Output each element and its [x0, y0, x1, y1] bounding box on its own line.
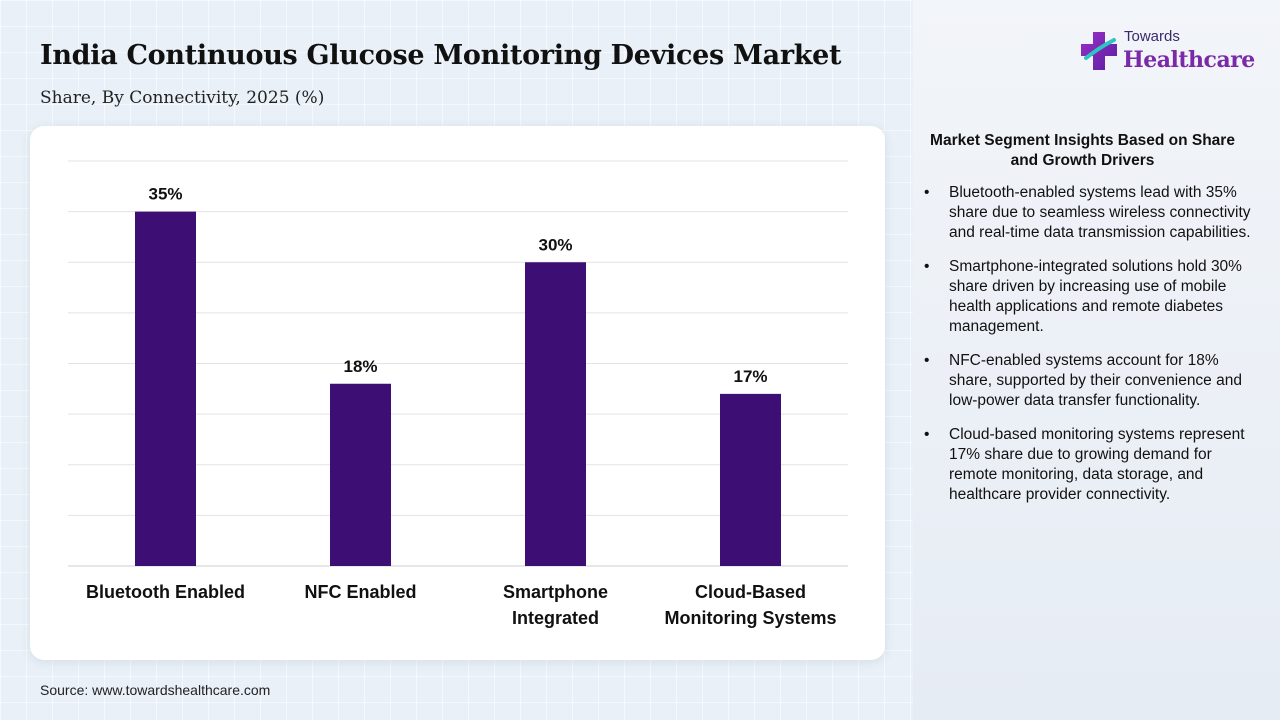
logo-text-small: Towards — [1124, 28, 1180, 45]
bar — [525, 262, 586, 566]
bullet-icon: • — [924, 426, 930, 443]
insight-item: • Smartphone-integrated solutions hold 30… — [922, 257, 1252, 337]
source-note: Source: www.towardshealthcare.com — [40, 682, 271, 698]
insight-text: Cloud-based monitoring systems represent… — [949, 426, 1245, 503]
data-label: 18% — [343, 357, 377, 376]
category-label: Monitoring Systems — [664, 608, 836, 628]
insight-text: NFC-enabled systems account for 18% shar… — [949, 352, 1242, 409]
bar — [720, 393, 781, 566]
bullet-icon: • — [924, 258, 930, 275]
page-subtitle: Share, By Connectivity, 2025 (%) — [40, 88, 325, 108]
chart-card: 35% Bluetooth Enabled 18% NFC Enabled 30% Sma… — [30, 126, 885, 660]
category-label: Cloud-Based — [695, 582, 806, 602]
bullet-icon: • — [924, 184, 930, 201]
chart-area: India Continuous Glucose Monitoring Devi… — [30, 40, 885, 698]
insight-item: • Cloud-based monitoring systems represen… — [922, 425, 1252, 505]
insight-text: Bluetooth-enabled systems lead with 35% … — [949, 184, 1251, 241]
data-label: 30% — [538, 235, 572, 254]
bar — [330, 383, 391, 566]
data-label: 17% — [733, 367, 767, 386]
brand-logo[interactable]: Towards Healthcare — [1080, 28, 1260, 76]
data-label: 35% — [148, 185, 182, 204]
category-label: Smartphone — [503, 582, 608, 602]
insights-panel — [913, 0, 1280, 720]
insight-text: Smartphone-integrated solutions hold 30%… — [949, 258, 1242, 335]
bar-chart: 35% Bluetooth Enabled 18% NFC Enabled 30% Sma… — [68, 160, 848, 628]
bullet-icon: • — [924, 352, 930, 369]
insights-list: • Bluetooth-enabled systems lead with 35%… — [922, 183, 1252, 519]
insights-heading: Market Segment Insights Based on Share a… — [930, 132, 1235, 169]
category-label: Integrated — [512, 608, 599, 628]
medical-cross-icon — [1081, 32, 1117, 70]
bar — [135, 211, 196, 566]
page-title: India Continuous Glucose Monitoring Devi… — [40, 40, 842, 71]
category-label: NFC Enabled — [304, 582, 416, 602]
insight-item: • Bluetooth-enabled systems lead with 35%… — [922, 183, 1252, 243]
insight-item: • NFC-enabled systems account for 18% sha… — [922, 351, 1252, 411]
logo-text-big: Healthcare — [1123, 47, 1255, 73]
category-label: Bluetooth Enabled — [86, 582, 245, 602]
